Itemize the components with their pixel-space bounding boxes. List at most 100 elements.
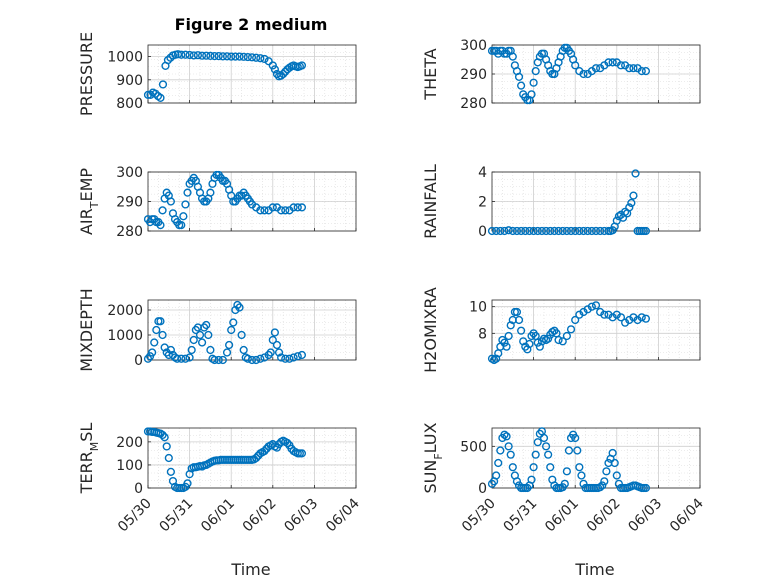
sun-flux-x-tick-label: 06/04 (667, 495, 707, 535)
terr-msl-data-point (252, 453, 261, 463)
h2omixra-data-point (558, 337, 567, 346)
rainfall-data-point (558, 226, 567, 236)
pressure-panel: 800 900 1000 PRESSURE (77, 32, 357, 116)
sun-flux-axes-box (491, 427, 701, 489)
theta-data-point (527, 90, 536, 99)
rainfall-data-point (529, 226, 538, 236)
air-temp-data-point (277, 206, 286, 215)
sun-flux-data-point (508, 463, 517, 472)
pressure-data-point (231, 52, 240, 61)
sun-flux-y-tick-label: 0 (478, 481, 487, 497)
h2omixra-data-point (544, 334, 553, 343)
mixdepth-data-point (166, 345, 175, 355)
terr-msl-data-point (260, 446, 269, 456)
rainfall-data-point (512, 226, 522, 236)
rainfall-data-point (625, 203, 634, 212)
pressure-data-point (163, 55, 173, 65)
figure-title: Figure 2 medium (175, 15, 328, 34)
terr-msl-x-tick-label: 05/31 (157, 496, 197, 536)
theta-data-point (616, 61, 626, 70)
terr-msl-x-tick-label: 06/02 (240, 496, 280, 536)
mixdepth-data-point (229, 318, 238, 327)
pressure-data-point (156, 93, 165, 102)
rainfall-y-axis-label: RAINFALL (421, 164, 440, 239)
air-temp-data-point (206, 188, 215, 197)
air-temp-y-tick-label: 300 (116, 165, 143, 181)
mixdepth-data-point (189, 335, 198, 345)
sun-flux-data-point (579, 479, 588, 488)
mixdepth-data-point (218, 355, 227, 365)
h2omixra-data-point (523, 345, 532, 354)
terr-msl-data-point (183, 479, 192, 488)
h2omixra-data-point (504, 331, 513, 341)
pressure-data-point (252, 53, 261, 62)
mixdepth-data-point (297, 350, 307, 360)
theta-data-point (591, 64, 601, 73)
rainfall-data-point (641, 226, 651, 236)
sun-flux-data-point (541, 442, 551, 451)
pressure-y-tick-label: 1000 (107, 50, 143, 66)
sun-flux-data-point (500, 430, 509, 439)
h2omixra-data-point (535, 342, 544, 351)
pressure-data-point (239, 52, 248, 61)
terr-msl-panel: 0 100 200 05/30 05/31 06/01 06/02 06/03 06/04 TER… (77, 423, 363, 536)
mixdepth-data-point (239, 345, 248, 355)
mixdepth-axes-box (147, 299, 357, 361)
h2omixra-data-point (587, 302, 596, 311)
mixdepth-data-point (148, 348, 157, 357)
rainfall-data-point (627, 198, 636, 208)
mixdepth-data-point (266, 348, 275, 357)
mixdepth-data-point (185, 353, 194, 362)
rainfall-data-point (550, 226, 559, 236)
air-temp-panel: 280 290 300 AIRTEMP (77, 165, 357, 240)
mixdepth-y-tick-label: 0 (134, 353, 143, 369)
mixdepth-data-point (247, 355, 257, 365)
mixdepth-data-point (272, 340, 282, 350)
sun-flux-data-point (496, 446, 505, 455)
theta-y-tick-label: 290 (460, 67, 487, 83)
theta-y-tick-label: 280 (460, 96, 487, 112)
mixdepth-data-point (150, 338, 159, 347)
sun-flux-data-point (600, 477, 609, 486)
terr-msl-data-point (162, 442, 171, 451)
rainfall-data-point (537, 226, 547, 236)
mixdepth-data-point (177, 354, 186, 363)
pressure-data-point (260, 54, 269, 64)
rainfall-y-tick-label: 2 (478, 195, 487, 211)
rainfall-data-point (591, 226, 601, 236)
sun-flux-data-point (531, 450, 540, 459)
mixdepth-data-point (270, 328, 279, 337)
rainfall-data-point (525, 226, 534, 236)
sun-flux-data-point (564, 446, 574, 455)
rainfall-data-point (587, 226, 596, 236)
terr-msl-x-tick-label: 06/01 (198, 496, 238, 536)
pressure-axes-box (147, 44, 357, 104)
h2omixra-data-point (512, 307, 522, 317)
terr-msl-x-tick-label: 05/30 (115, 496, 155, 536)
mixdepth-data-point (181, 354, 190, 363)
mixdepth-data-point (277, 353, 286, 362)
air-temp-data-point (183, 188, 192, 197)
mixdepth-data-point (227, 325, 236, 335)
rainfall-data-point (496, 226, 505, 236)
mixdepth-data-point (243, 354, 252, 363)
h2omixra-y-tick-label: 10 (469, 300, 487, 316)
sun-flux-data-point (529, 463, 538, 472)
terr-msl-axes-box (147, 427, 357, 489)
mixdepth-data-point (237, 330, 246, 340)
pressure-data-point (247, 53, 257, 62)
terr-msl-data-point (283, 438, 292, 448)
mixdepth-data-point (285, 354, 294, 363)
h2omixra-data-point (492, 354, 501, 363)
rainfall-data-point (492, 226, 501, 236)
rainfall-data-point (614, 212, 623, 221)
rainfall-data-point (579, 226, 588, 236)
x-axis-label-right: Time (574, 560, 614, 579)
h2omixra-data-point (600, 310, 609, 319)
pressure-data-point (146, 90, 155, 99)
sun-flux-data-point (614, 479, 623, 488)
h2omixra-data-point (514, 315, 524, 325)
pressure-y-tick-label: 900 (116, 73, 143, 89)
pressure-data-point (243, 52, 252, 62)
rainfall-data-point (596, 226, 605, 236)
